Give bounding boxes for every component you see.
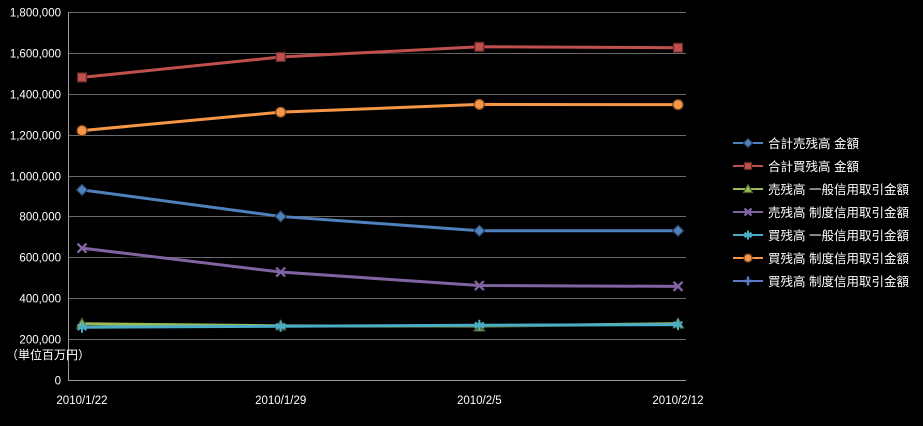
x-axis-label: 2010/1/22 — [56, 395, 107, 407]
data-point-marker — [275, 266, 287, 278]
y-axis-label: 1,800,000 — [10, 8, 61, 20]
y-axis-label: 600,000 — [19, 253, 61, 265]
data-point-marker — [275, 51, 286, 63]
legend-item: 買残高 制度信用取引金額 — [733, 246, 909, 269]
legend-marker-triangle-icon — [733, 182, 763, 193]
legend-marker-square-icon — [733, 161, 763, 170]
y-axis-label: 1,000,000 — [10, 172, 61, 184]
series-line-shadow — [83, 249, 681, 291]
legend-item: 売残高 制度信用取引金額 — [733, 200, 909, 223]
data-point-marker — [672, 319, 684, 331]
y-axis-label: 1,600,000 — [10, 49, 61, 61]
data-point-marker — [76, 72, 88, 83]
chart-legend: 合計売残高 金額 合計買残高 金額売残高 一般信用取引金額 売残高 制度信用取引金額… — [733, 131, 909, 292]
legend-marker-asterisk-icon — [733, 230, 763, 239]
series-line — [81, 188, 678, 233]
series-line-shadow — [83, 48, 681, 83]
data-point-marker — [671, 224, 685, 238]
legend-item: 売残高 一般信用取引金額 — [733, 177, 909, 200]
y-axis-label: 1,400,000 — [10, 90, 61, 102]
data-point-marker — [672, 42, 684, 53]
data-point-marker — [75, 183, 89, 197]
legend-item: 買残高 一般信用取引金額 — [733, 223, 909, 246]
data-point-marker — [76, 321, 88, 333]
legend-item: 合計買残高 金額 — [733, 154, 909, 177]
legend-item: 合計売残高 金額 — [733, 131, 909, 154]
y-axis-label: 400,000 — [19, 294, 61, 306]
series-line-shadow — [83, 325, 681, 332]
legend-label: 合計買残高 金額 — [768, 160, 859, 174]
x-axis-label: 2010/2/12 — [652, 395, 703, 407]
legend-marker-diamond-icon — [733, 137, 763, 148]
data-point-marker — [274, 210, 288, 223]
y-axis-label: 200,000 — [19, 335, 61, 347]
series-line — [81, 45, 679, 79]
data-point-marker — [672, 281, 684, 292]
data-point-marker — [275, 320, 286, 332]
legend-label: 売残高 一般信用取引金額 — [768, 183, 909, 197]
series-line — [81, 102, 679, 133]
series-line-shadow — [83, 191, 680, 236]
legend-label: 買残高 制度信用取引金額 — [768, 252, 909, 266]
legend-label: 売残高 制度信用取引金額 — [768, 206, 909, 220]
x-axis-label: 2010/2/5 — [457, 395, 502, 407]
data-point-marker — [473, 98, 485, 111]
legend-label: 買残高 制度信用取引金額 — [768, 275, 909, 289]
series-line — [81, 246, 679, 288]
legend-marker-circle-icon — [733, 252, 763, 263]
unit-note: （単位百万円） — [6, 348, 91, 362]
x-axis-label: 2010/1/29 — [255, 395, 306, 407]
series-line-shadow — [83, 105, 681, 136]
legend-item: 買残高 制度信用取引金額 — [733, 269, 909, 292]
data-point-marker — [672, 99, 684, 111]
legend-label: 合計売残高 金額 — [768, 137, 859, 151]
data-point-marker — [76, 242, 88, 254]
y-axis-label: 0 — [55, 376, 61, 388]
data-point-marker — [76, 124, 88, 137]
data-point-marker — [474, 319, 485, 331]
data-point-marker — [472, 224, 486, 238]
series-line — [81, 323, 679, 329]
y-axis-label: 1,200,000 — [10, 131, 61, 143]
data-point-marker — [473, 280, 485, 291]
data-point-marker — [275, 106, 287, 118]
y-axis-label: 800,000 — [19, 212, 61, 224]
data-point-marker — [474, 41, 485, 52]
legend-label: 買残高 一般信用取引金額 — [768, 229, 909, 243]
legend-marker-x-icon — [733, 207, 763, 216]
legend-marker-plus-icon — [733, 276, 763, 285]
